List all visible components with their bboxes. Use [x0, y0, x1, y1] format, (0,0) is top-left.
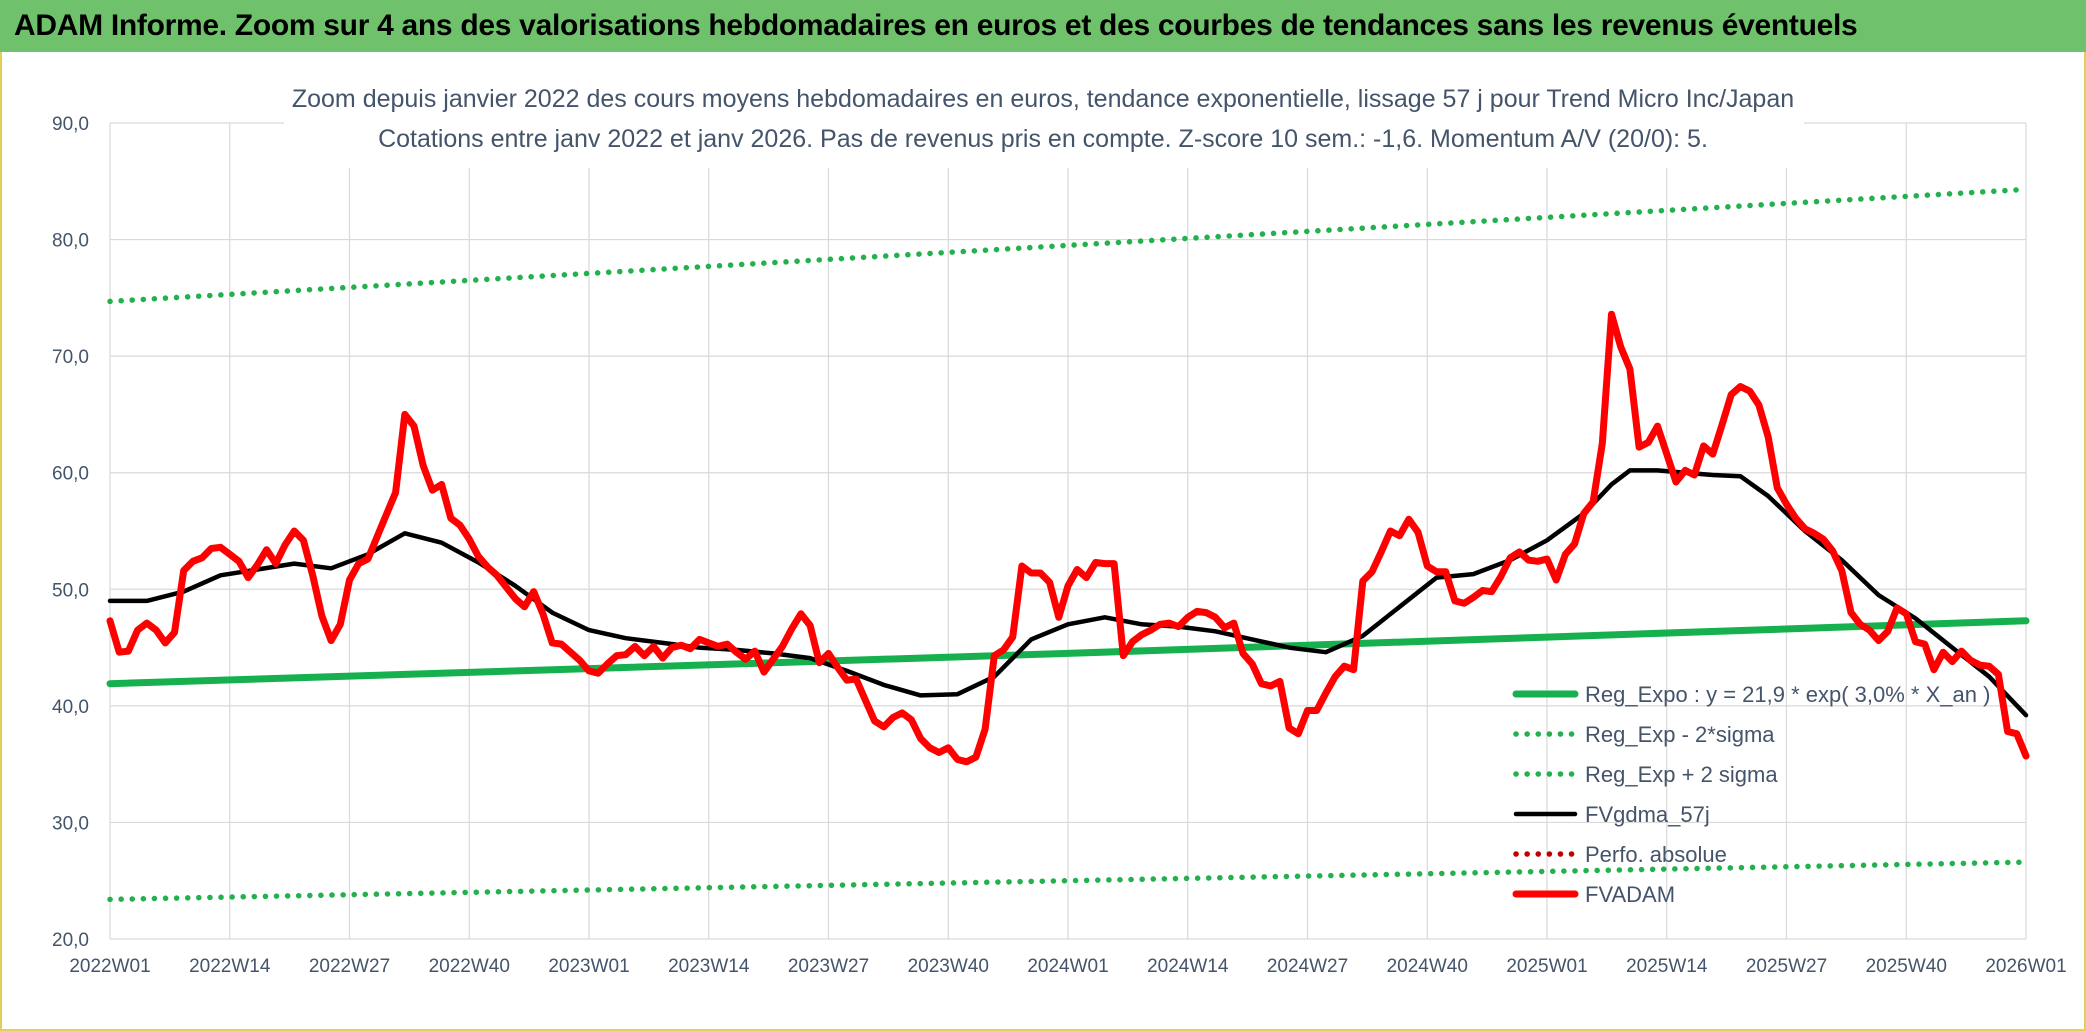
x-tick-label: 2024W27	[1267, 956, 1348, 977]
legend-label: Reg_Exp - 2*sigma	[1585, 722, 1775, 747]
y-tick-label: 50,0	[52, 580, 89, 601]
x-tick-label: 2025W40	[1866, 956, 1947, 977]
chart-title: Zoom depuis janvier 2022 des cours moyen…	[292, 85, 1794, 113]
y-tick-label: 30,0	[52, 813, 89, 834]
y-tick-label: 40,0	[52, 697, 89, 718]
x-tick-label: 2023W27	[788, 956, 869, 977]
x-tick-label: 2024W01	[1027, 956, 1108, 977]
y-tick-label: 70,0	[52, 347, 89, 368]
series-line-reg-exp-2-sigma	[107, 186, 2029, 305]
series-line-reg-exp-2-sigma	[107, 859, 2029, 903]
legend-label: Reg_Exp + 2 sigma	[1585, 762, 1778, 787]
title-background	[284, 80, 1804, 168]
x-tick-label: 2025W27	[1746, 956, 1827, 977]
y-tick-label: 90,0	[52, 114, 89, 135]
x-tick-label: 2026W01	[1985, 956, 2066, 977]
series-line-fvadam	[106, 310, 2030, 766]
y-tick-label: 60,0	[52, 464, 89, 485]
chart: 20,0 30,0 40,0 50,0 60,0 70,0 80,0 90,0 2022W01 2…	[52, 80, 2067, 977]
legend-box	[1502, 672, 2022, 916]
x-tick-label: 2023W14	[668, 956, 750, 977]
report-banner: ADAM Informe. Zoom sur 4 ans des valoris…	[0, 0, 2086, 52]
x-tick-label: 2023W01	[548, 956, 629, 977]
chart-frame: 20,0 30,0 40,0 50,0 60,0 70,0 80,0 90,0 2022W01 2…	[0, 52, 2086, 1031]
series-line-fvgdma-57j	[107, 468, 2029, 718]
report-title: ADAM Informe. Zoom sur 4 ans des valoris…	[14, 9, 1858, 42]
x-tick-label: 2022W01	[69, 956, 150, 977]
x-tick-label: 2022W27	[309, 956, 390, 977]
x-tick-label: 2022W14	[189, 956, 271, 977]
x-tick-label: 2022W40	[429, 956, 510, 977]
legend-label: Perfo. absolue	[1585, 842, 1727, 867]
legend-label: Reg_Expo : y = 21,9 * exp( 3,0% * X_an )	[1585, 682, 1990, 707]
y-tick-label: 20,0	[52, 930, 89, 951]
legend-label: FVADAM	[1585, 882, 1675, 907]
x-tick-label: 2023W40	[908, 956, 989, 977]
y-tick-label: 80,0	[52, 231, 89, 252]
x-tick-label: 2025W14	[1626, 956, 1708, 977]
x-tick-label: 2024W40	[1387, 956, 1468, 977]
legend-label: FVgdma_57j	[1585, 802, 1710, 827]
x-tick-label: 2025W01	[1506, 956, 1587, 977]
series-line-reg-expo-y-21-9-exp-3-0-x-an	[106, 617, 2030, 688]
x-tick-label: 2024W14	[1147, 956, 1229, 977]
chart-subtitle: Cotations entre janv 2022 et janv 2026. …	[378, 125, 1708, 153]
